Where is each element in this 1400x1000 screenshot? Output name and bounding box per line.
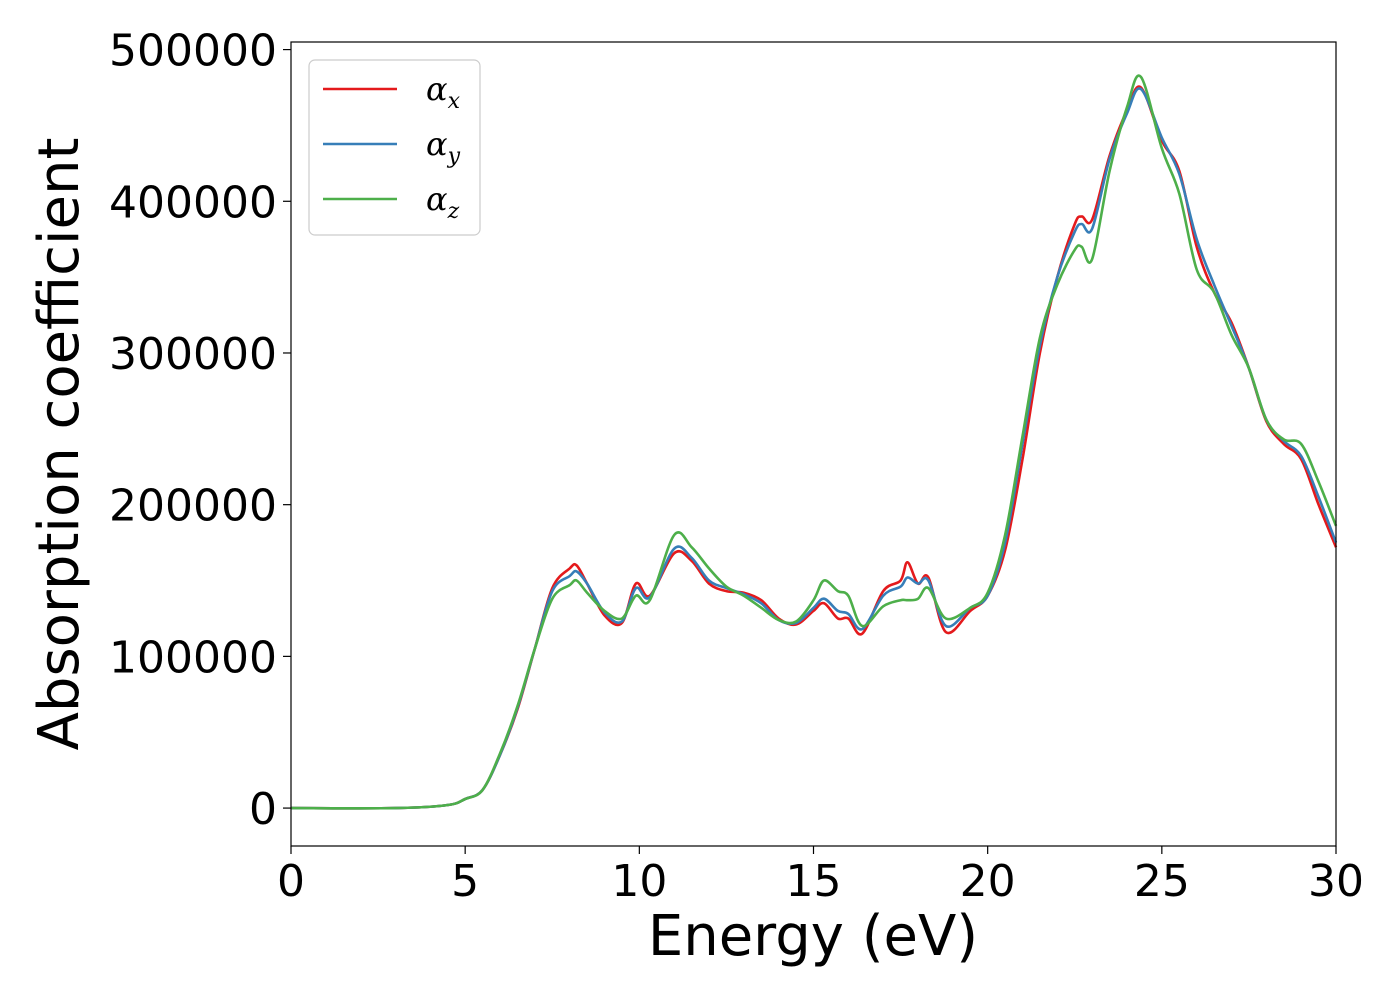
y-tick-label: 200000 <box>109 481 277 532</box>
legend-box <box>308 59 481 236</box>
series-line-2 <box>290 87 1338 810</box>
x-tick-label: 10 <box>611 856 667 907</box>
y-tick-label: 300000 <box>109 329 277 380</box>
y-tick-label: 0 <box>249 784 277 835</box>
legend-subscript: y <box>447 144 461 169</box>
y-tick-label: 500000 <box>109 26 277 77</box>
legend-subscript: x <box>448 89 461 114</box>
x-axis-ticks: 0 5 10 15 20 25 30 <box>277 846 1364 907</box>
y-tick-label: 100000 <box>109 632 277 683</box>
y-axis-ticks: 0 100000 200000 300000 400000 500000 <box>109 26 291 835</box>
x-tick-label: 30 <box>1308 856 1364 907</box>
legend-subscript: z <box>447 199 460 224</box>
x-tick-label: 15 <box>786 856 842 907</box>
y-tick-label: 400000 <box>109 177 277 228</box>
x-tick-label: 0 <box>277 856 305 907</box>
x-tick-label: 20 <box>960 856 1016 907</box>
x-axis-title: Energy (eV) <box>648 904 978 969</box>
series-layer <box>290 74 1338 810</box>
x-tick-label: 5 <box>451 856 479 907</box>
y-axis-title: Absorption coefficient <box>27 138 92 751</box>
series-line-3 <box>290 74 1338 810</box>
x-tick-label: 25 <box>1134 856 1190 907</box>
